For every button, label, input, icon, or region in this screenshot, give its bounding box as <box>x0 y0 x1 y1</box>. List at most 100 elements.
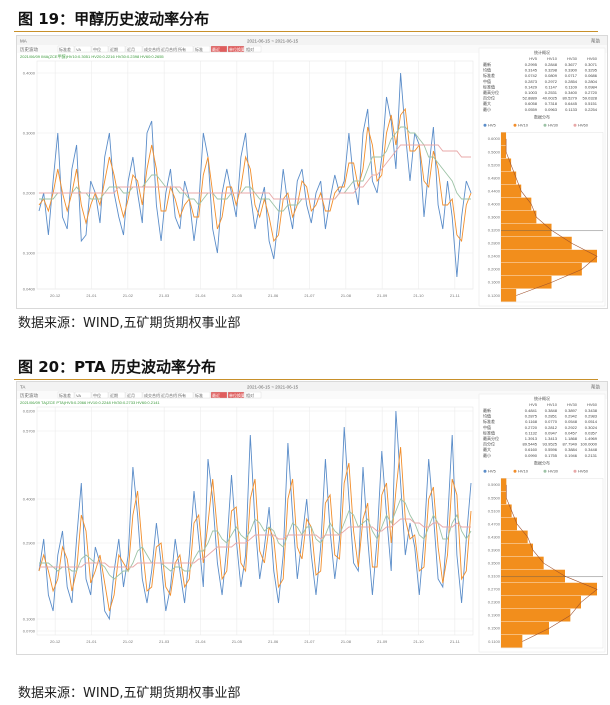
hv-label: 历史波动 <box>20 392 38 399</box>
stats-cell: 0.2922 <box>565 425 578 430</box>
histogram-bar <box>501 517 517 531</box>
stats-col-header: HV30 <box>567 402 578 407</box>
stats-cell: 1.3913 <box>525 436 538 441</box>
filter-tab-label: 近月 <box>127 46 135 52</box>
y-tick-label: 0.4000 <box>23 71 36 76</box>
stats-cell: 0.2995 <box>525 62 538 67</box>
stats-header: 统计概况 <box>534 395 550 401</box>
stats-row-label: 最大 <box>483 446 491 452</box>
legend-label: HV10 <box>518 468 529 473</box>
stats-cell: 0.0809 <box>545 73 558 78</box>
histogram-bar <box>501 262 582 276</box>
plot-area <box>36 60 474 290</box>
filter-tab-label: 成交合约 <box>144 46 160 52</box>
histogram-bar <box>501 158 512 172</box>
x-tick-label: 21-02 <box>123 293 134 298</box>
histogram-bar <box>501 210 537 224</box>
histogram-bin-label: 0.1100 <box>488 639 501 644</box>
filter-tab-label: 成交合约 <box>144 392 160 398</box>
stats-col-header: HV10 <box>547 56 558 61</box>
histogram-bin-label: 0.2400 <box>488 254 501 259</box>
histogram-bin-label: 0.5500 <box>488 495 501 500</box>
filter-tab <box>210 45 228 53</box>
legend-label: HV60 <box>578 468 589 473</box>
volatility-panel-methanol: MA 帮助 2021-06-15 ~ 2021-06-15 历史波动 标准差 VA 中位 近期… <box>16 35 608 309</box>
filter-tab <box>91 391 109 399</box>
y-tick-label: 0.4000 <box>23 497 36 502</box>
histogram-bar <box>501 132 507 146</box>
stats-cell: 1.1868 <box>565 436 578 441</box>
legend-marker <box>543 123 547 127</box>
stats-cell: 0.1147 <box>545 84 558 89</box>
density-curve <box>505 138 598 296</box>
x-tick-label: 21-03 <box>159 293 170 298</box>
legend-marker <box>573 123 577 127</box>
stats-cell: 0.2972 <box>545 79 558 84</box>
stats-cell: 0.2804 <box>585 79 598 84</box>
stats-col-header: HV10 <box>547 402 558 407</box>
stats-cell: 0.0990 <box>525 453 538 458</box>
histogram-bin-label: 0.1900 <box>488 613 501 618</box>
filter-tab <box>159 391 177 399</box>
legend-marker <box>513 469 517 473</box>
y-tick-label: 0.1000 <box>23 617 36 622</box>
stats-cell: 0.3897 <box>565 408 578 413</box>
y-tick-label: 0.2000 <box>23 191 36 196</box>
stats-cell: 93.9525 <box>543 442 558 447</box>
filter-tab-label: 近月合约 <box>161 392 177 398</box>
filter-tab-label: 相对 <box>246 392 254 398</box>
stats-cell: 0.0548 <box>565 419 578 424</box>
histogram-bar <box>501 634 523 648</box>
legend-label: HV30 <box>548 468 559 473</box>
filter-tab <box>57 391 75 399</box>
histogram-bar <box>501 249 597 263</box>
series-line-hv10 <box>38 446 472 612</box>
histogram-bar <box>501 556 544 570</box>
stats-row-label: 中值 <box>483 424 491 430</box>
stats-col-header: HV5 <box>529 56 538 61</box>
x-tick-label: 21-06 <box>268 293 279 298</box>
stats-cell: 0.0742 <box>525 73 538 78</box>
stats-cell: 0.0559 <box>525 107 538 112</box>
stats-cell: 0.1003 <box>525 90 538 95</box>
x-tick-label: 21-01 <box>86 639 97 644</box>
y-tick-label: 0.0700 <box>23 629 36 634</box>
histogram-bin-label: 0.3200 <box>488 228 501 233</box>
histogram-bar <box>501 145 507 159</box>
filter-tab-label: 相对 <box>246 46 254 52</box>
histogram-bin-label: 0.2800 <box>488 241 501 246</box>
legend-label: HV10 <box>518 122 529 127</box>
stats-cell: 0.3438 <box>585 408 598 413</box>
histogram-bar <box>501 171 517 185</box>
stats-cell: 0.2854 <box>565 79 578 84</box>
y-tick-label: 0.5700 <box>23 429 36 434</box>
filter-tab-label: 近月合约 <box>161 46 177 52</box>
stats-row-label: 最新 <box>483 407 491 413</box>
histogram-bar <box>501 595 581 609</box>
filter-tab-label: 最近 <box>212 392 220 398</box>
histogram-bin-label: 0.2700 <box>488 587 501 592</box>
stats-row-label: 标准差 <box>483 418 495 424</box>
stats-cell: 1.3413 <box>545 436 558 441</box>
histogram-bin-label: 0.2300 <box>488 600 501 605</box>
stats-row-label: 最小 <box>483 106 491 112</box>
histogram-bin-label: 0.4700 <box>488 521 501 526</box>
filter-tab <box>74 391 92 399</box>
x-tick-label: 21-01 <box>86 293 97 298</box>
histogram-bar <box>501 569 565 583</box>
symbol-label: TA <box>20 385 25 390</box>
stats-cell: 0.3400 <box>565 90 578 95</box>
x-tick-label: 21-03 <box>159 639 170 644</box>
histogram-bin-label: 0.4300 <box>488 534 501 539</box>
stats-cell: 0.7318 <box>545 101 558 106</box>
filter-tab-label: VA <box>76 393 81 398</box>
density-curve <box>505 484 598 642</box>
filter-tab-label: 近期 <box>110 392 118 398</box>
stats-cell: 40.0025 <box>543 96 558 101</box>
figure-19-title: 图 19：甲醇历史波动率分布 <box>18 10 210 28</box>
stats-cell: 0.2875 <box>525 414 538 419</box>
filter-tab <box>159 45 177 53</box>
filter-tab-label: 单位换算 <box>229 46 245 52</box>
stats-cell: 0.2812 <box>545 425 558 430</box>
